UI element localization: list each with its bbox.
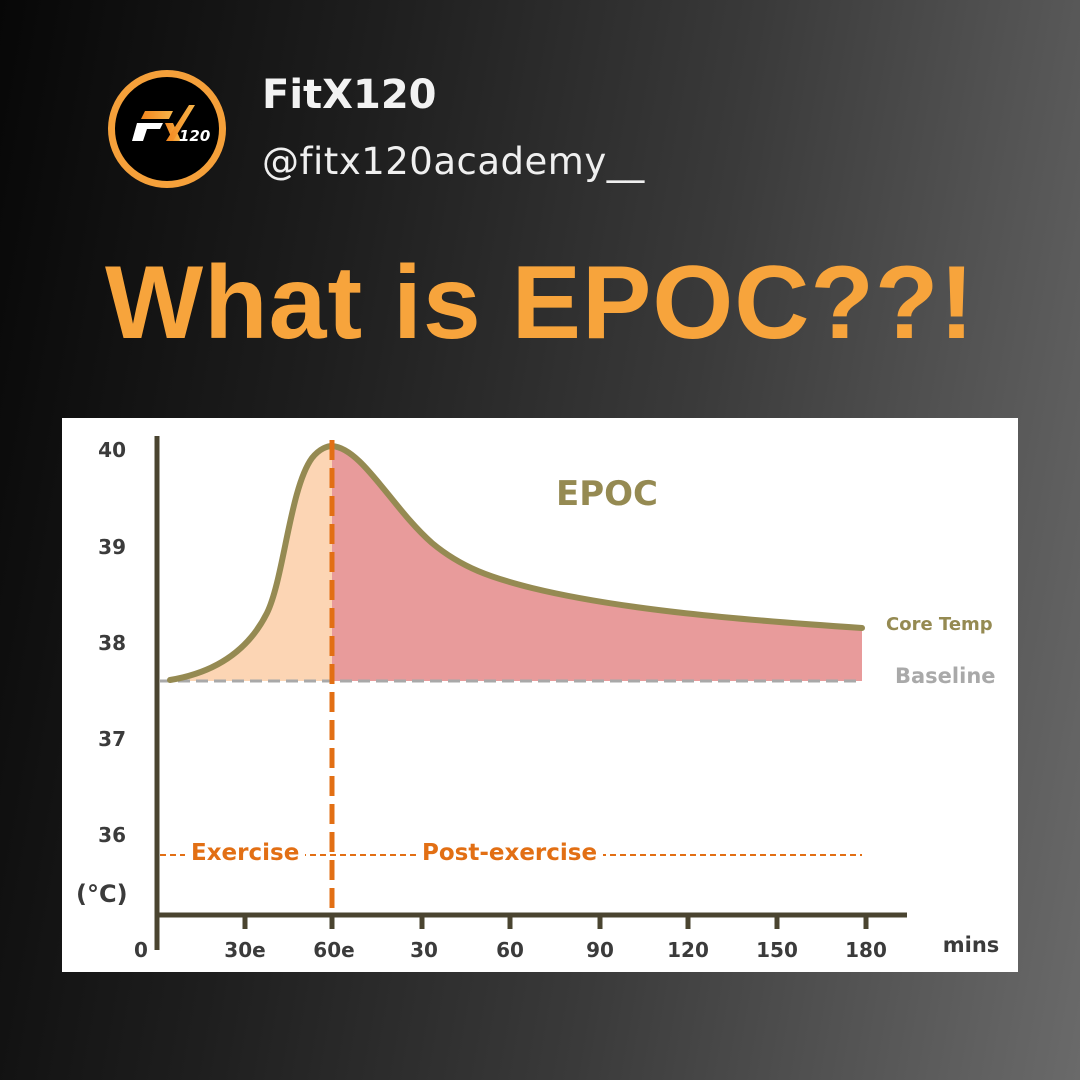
baseline-label: Baseline bbox=[895, 664, 996, 688]
fx120-logo-icon: 120 bbox=[132, 105, 210, 145]
x-tick-label: 120 bbox=[667, 938, 709, 962]
exercise-area bbox=[158, 446, 332, 681]
x-tick-label: 30e bbox=[224, 938, 266, 962]
epoc-annotation: EPOC bbox=[556, 474, 658, 514]
core-temp-label: Core Temp bbox=[886, 614, 993, 635]
x-tick-label: 150 bbox=[756, 938, 798, 962]
chart-plot-area bbox=[154, 436, 907, 950]
exercise-phase-label: Exercise bbox=[185, 840, 306, 866]
y-tick-label: 40 bbox=[98, 438, 126, 462]
x-axis-unit: mins bbox=[942, 933, 1000, 957]
x-tick-label: 90 bbox=[586, 938, 614, 962]
x-tick-label: 180 bbox=[845, 938, 887, 962]
core-temp-curve bbox=[167, 442, 865, 683]
account-handle[interactable]: @fitx120academy__ bbox=[262, 140, 645, 183]
profile-header: 120 FitX120 @fitx120academy__ bbox=[108, 70, 644, 188]
post-exercise-phase-label: Post-exercise bbox=[416, 840, 604, 866]
headline-title: What is EPOC??! bbox=[104, 245, 976, 361]
x-tick-label: 0 bbox=[134, 938, 148, 962]
y-tick-label: 36 bbox=[98, 823, 126, 847]
y-tick-label: 38 bbox=[98, 631, 126, 655]
epoc-area bbox=[332, 446, 862, 681]
epoc-chart: 40 39 38 37 36 (°C) 0 30e 60e 30 60 90 1… bbox=[62, 418, 1018, 972]
y-axis-unit: (°C) bbox=[76, 880, 128, 908]
x-tick-label: 60e bbox=[313, 938, 355, 962]
x-tick-label: 60 bbox=[496, 938, 524, 962]
y-tick-label: 39 bbox=[98, 535, 126, 559]
x-ticks bbox=[242, 915, 869, 929]
avatar[interactable]: 120 bbox=[108, 70, 226, 188]
svg-text:120: 120 bbox=[179, 127, 210, 145]
x-tick-label: 30 bbox=[410, 938, 438, 962]
account-name[interactable]: FitX120 bbox=[262, 72, 437, 118]
y-tick-label: 37 bbox=[98, 727, 126, 751]
